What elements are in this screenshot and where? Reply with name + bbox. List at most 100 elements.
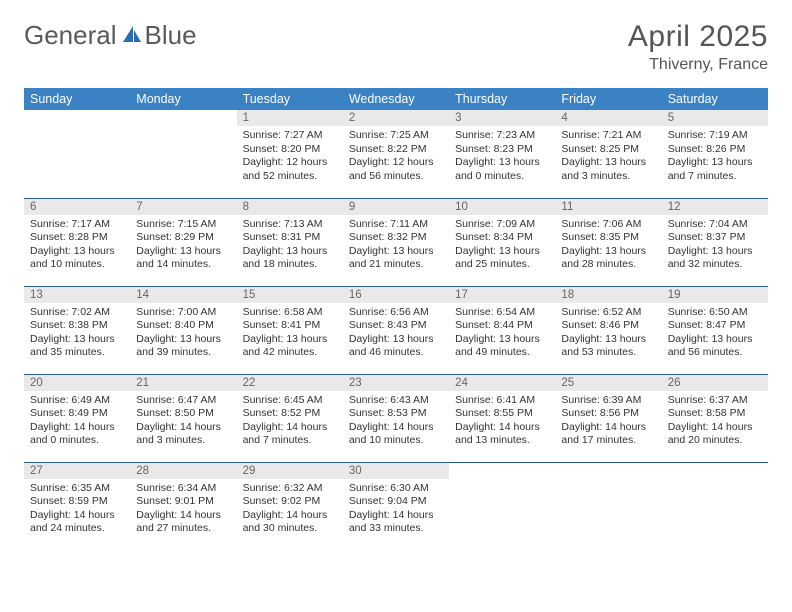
day-details: Sunrise: 7:00 AMSunset: 8:40 PMDaylight:… [130, 303, 236, 365]
day-details: Sunrise: 6:50 AMSunset: 8:47 PMDaylight:… [662, 303, 768, 365]
calendar-day-cell: 22Sunrise: 6:45 AMSunset: 8:52 PMDayligh… [237, 374, 343, 462]
calendar-day-cell: 30Sunrise: 6:30 AMSunset: 9:04 PMDayligh… [343, 462, 449, 550]
sunset-text: Sunset: 8:41 PM [243, 319, 337, 333]
calendar-day-cell: 12Sunrise: 7:04 AMSunset: 8:37 PMDayligh… [662, 198, 768, 286]
sunset-text: Sunset: 8:28 PM [30, 231, 124, 245]
sunrise-text: Sunrise: 6:52 AM [561, 306, 655, 320]
weekday-header: Saturday [662, 88, 768, 110]
sunrise-text: Sunrise: 7:09 AM [455, 218, 549, 232]
page-title: April 2025 [628, 20, 768, 54]
daylight-text: Daylight: 14 hours and 10 minutes. [349, 421, 443, 448]
daylight-text: Daylight: 13 hours and 10 minutes. [30, 245, 124, 272]
daylight-text: Daylight: 14 hours and 3 minutes. [136, 421, 230, 448]
weekday-header-row: Sunday Monday Tuesday Wednesday Thursday… [24, 88, 768, 110]
calendar-day-cell: 14Sunrise: 7:00 AMSunset: 8:40 PMDayligh… [130, 286, 236, 374]
calendar-day-cell: 21Sunrise: 6:47 AMSunset: 8:50 PMDayligh… [130, 374, 236, 462]
daylight-text: Daylight: 12 hours and 56 minutes. [349, 156, 443, 183]
sunset-text: Sunset: 8:44 PM [455, 319, 549, 333]
calendar-day-cell: 24Sunrise: 6:41 AMSunset: 8:55 PMDayligh… [449, 374, 555, 462]
daylight-text: Daylight: 14 hours and 17 minutes. [561, 421, 655, 448]
calendar-day-cell: 23Sunrise: 6:43 AMSunset: 8:53 PMDayligh… [343, 374, 449, 462]
day-details: Sunrise: 7:09 AMSunset: 8:34 PMDaylight:… [449, 215, 555, 277]
day-number: 6 [24, 199, 130, 215]
sunset-text: Sunset: 8:34 PM [455, 231, 549, 245]
sunrise-text: Sunrise: 6:49 AM [30, 394, 124, 408]
calendar-day-cell: 27Sunrise: 6:35 AMSunset: 8:59 PMDayligh… [24, 462, 130, 550]
day-number: 28 [130, 463, 236, 479]
sail-icon [121, 20, 143, 51]
weekday-header: Wednesday [343, 88, 449, 110]
day-number: 13 [24, 287, 130, 303]
calendar-day-cell: 11Sunrise: 7:06 AMSunset: 8:35 PMDayligh… [555, 198, 661, 286]
sunrise-text: Sunrise: 6:50 AM [668, 306, 762, 320]
sunset-text: Sunset: 9:01 PM [136, 495, 230, 509]
sunset-text: Sunset: 8:25 PM [561, 143, 655, 157]
day-details: Sunrise: 6:41 AMSunset: 8:55 PMDaylight:… [449, 391, 555, 453]
sunrise-text: Sunrise: 6:39 AM [561, 394, 655, 408]
title-block: April 2025 Thiverny, France [628, 20, 768, 74]
sunrise-text: Sunrise: 7:25 AM [349, 129, 443, 143]
day-number: 15 [237, 287, 343, 303]
calendar-day-cell: 15Sunrise: 6:58 AMSunset: 8:41 PMDayligh… [237, 286, 343, 374]
day-details: Sunrise: 6:30 AMSunset: 9:04 PMDaylight:… [343, 479, 449, 541]
sunrise-text: Sunrise: 7:04 AM [668, 218, 762, 232]
day-number: 5 [662, 110, 768, 126]
sunset-text: Sunset: 8:49 PM [30, 407, 124, 421]
daylight-text: Daylight: 13 hours and 35 minutes. [30, 333, 124, 360]
sunrise-text: Sunrise: 7:02 AM [30, 306, 124, 320]
calendar-day-cell: 25Sunrise: 6:39 AMSunset: 8:56 PMDayligh… [555, 374, 661, 462]
day-details: Sunrise: 7:13 AMSunset: 8:31 PMDaylight:… [237, 215, 343, 277]
sunset-text: Sunset: 8:47 PM [668, 319, 762, 333]
sunset-text: Sunset: 9:02 PM [243, 495, 337, 509]
calendar-day-cell: 10Sunrise: 7:09 AMSunset: 8:34 PMDayligh… [449, 198, 555, 286]
calendar-week-row: 20Sunrise: 6:49 AMSunset: 8:49 PMDayligh… [24, 374, 768, 462]
calendar-day-cell: 16Sunrise: 6:56 AMSunset: 8:43 PMDayligh… [343, 286, 449, 374]
sunset-text: Sunset: 8:59 PM [30, 495, 124, 509]
sunrise-text: Sunrise: 6:37 AM [668, 394, 762, 408]
calendar-week-row: 27Sunrise: 6:35 AMSunset: 8:59 PMDayligh… [24, 462, 768, 550]
daylight-text: Daylight: 13 hours and 3 minutes. [561, 156, 655, 183]
sunrise-text: Sunrise: 7:23 AM [455, 129, 549, 143]
day-number: 23 [343, 375, 449, 391]
day-number: 20 [24, 375, 130, 391]
day-number: 21 [130, 375, 236, 391]
daylight-text: Daylight: 13 hours and 21 minutes. [349, 245, 443, 272]
sunrise-text: Sunrise: 7:27 AM [243, 129, 337, 143]
day-details: Sunrise: 7:27 AMSunset: 8:20 PMDaylight:… [237, 126, 343, 188]
day-details: Sunrise: 6:32 AMSunset: 9:02 PMDaylight:… [237, 479, 343, 541]
day-number: 25 [555, 375, 661, 391]
sunset-text: Sunset: 8:37 PM [668, 231, 762, 245]
calendar-day-cell: 17Sunrise: 6:54 AMSunset: 8:44 PMDayligh… [449, 286, 555, 374]
sunrise-text: Sunrise: 6:58 AM [243, 306, 337, 320]
sunset-text: Sunset: 8:52 PM [243, 407, 337, 421]
daylight-text: Daylight: 13 hours and 56 minutes. [668, 333, 762, 360]
day-number: 27 [24, 463, 130, 479]
sunrise-text: Sunrise: 7:17 AM [30, 218, 124, 232]
daylight-text: Daylight: 13 hours and 28 minutes. [561, 245, 655, 272]
day-details: Sunrise: 6:43 AMSunset: 8:53 PMDaylight:… [343, 391, 449, 453]
day-details: Sunrise: 6:49 AMSunset: 8:49 PMDaylight:… [24, 391, 130, 453]
sunset-text: Sunset: 8:46 PM [561, 319, 655, 333]
sunrise-text: Sunrise: 6:35 AM [30, 482, 124, 496]
day-details: Sunrise: 7:23 AMSunset: 8:23 PMDaylight:… [449, 126, 555, 188]
calendar-day-cell: 1Sunrise: 7:27 AMSunset: 8:20 PMDaylight… [237, 110, 343, 198]
calendar-day-cell [555, 462, 661, 550]
daylight-text: Daylight: 13 hours and 25 minutes. [455, 245, 549, 272]
day-number: 8 [237, 199, 343, 215]
calendar-day-cell: 9Sunrise: 7:11 AMSunset: 8:32 PMDaylight… [343, 198, 449, 286]
sunset-text: Sunset: 8:58 PM [668, 407, 762, 421]
day-number: 30 [343, 463, 449, 479]
day-details: Sunrise: 6:34 AMSunset: 9:01 PMDaylight:… [130, 479, 236, 541]
calendar-day-cell: 29Sunrise: 6:32 AMSunset: 9:02 PMDayligh… [237, 462, 343, 550]
daylight-text: Daylight: 13 hours and 14 minutes. [136, 245, 230, 272]
sunrise-text: Sunrise: 7:19 AM [668, 129, 762, 143]
daylight-text: Daylight: 14 hours and 20 minutes. [668, 421, 762, 448]
calendar-day-cell: 5Sunrise: 7:19 AMSunset: 8:26 PMDaylight… [662, 110, 768, 198]
daylight-text: Daylight: 13 hours and 53 minutes. [561, 333, 655, 360]
sunrise-text: Sunrise: 6:43 AM [349, 394, 443, 408]
sunrise-text: Sunrise: 7:06 AM [561, 218, 655, 232]
day-number: 4 [555, 110, 661, 126]
daylight-text: Daylight: 13 hours and 18 minutes. [243, 245, 337, 272]
daylight-text: Daylight: 14 hours and 7 minutes. [243, 421, 337, 448]
day-number: 11 [555, 199, 661, 215]
